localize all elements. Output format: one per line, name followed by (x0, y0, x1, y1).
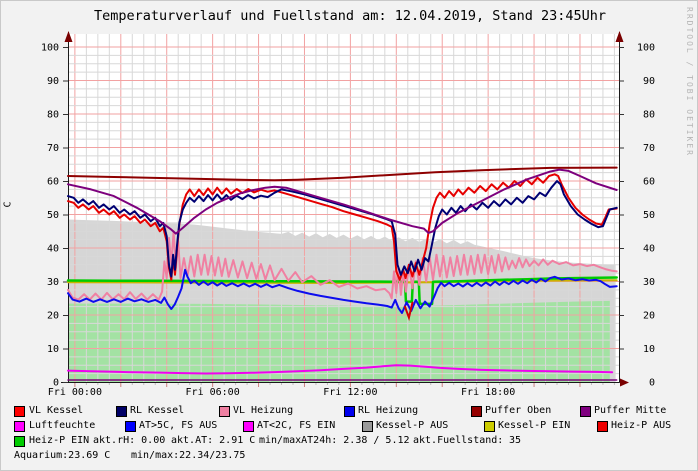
legend-label: AT<2C, FS EIN (257, 420, 336, 431)
legend-swatch (362, 421, 373, 432)
legend-swatch (14, 421, 25, 432)
y-tick-label-left: 20 (47, 311, 59, 322)
legend-row: Aquarium:23.69 C min/max:22.34/23.75 (1, 450, 697, 463)
series-vl-kessel (67, 173, 618, 281)
legend-swatch (597, 421, 608, 432)
legend-label: VL Kessel (29, 405, 84, 416)
y-tick-label-right: 70 (643, 143, 655, 154)
y-tick-label-left: 10 (47, 344, 59, 355)
y-tick-label-right: 100 (637, 43, 655, 54)
legend-label: VL Heizung (233, 405, 294, 416)
y-tick-label-left: 90 (47, 76, 59, 87)
arrow-top-right (615, 31, 624, 42)
legend-label: min/maxAT24h: 2.38 / 5.12 (259, 435, 410, 446)
legend-label: Puffer Mitte (594, 405, 667, 416)
legend-label: Puffer Oben (485, 405, 552, 416)
legend-label: min/max:22.34/23.75 (131, 450, 246, 461)
y-tick-label-left: 40 (47, 244, 59, 255)
legend-swatch (580, 406, 591, 417)
legend-swatch (219, 406, 230, 417)
legend-label: 35 (509, 435, 522, 446)
y-tick-label-right: 50 (643, 210, 655, 221)
series-at-aussentemperatur- (67, 364, 614, 375)
y-tick-label-left: 80 (47, 110, 59, 121)
legend-label: Kessel-P AUS (376, 420, 449, 431)
y-tick-label-right: 30 (643, 277, 655, 288)
y-tick-label-left: 60 (47, 177, 59, 188)
plot-area: 0 0 10 10 20 20 30 30 40 40 50 50 60 60 70 70 80 80 90 90 10… (41, 31, 655, 398)
legend-swatch (125, 421, 136, 432)
series-vl-heizung (67, 230, 618, 301)
y-tick-label-right: 20 (643, 311, 655, 322)
legend-row: VL Kessel RL Kessel VL Heizung RL Heizung Pu… (1, 405, 697, 418)
y-tick-label-left: 0 (53, 378, 59, 389)
legend-label: RL Heizung (358, 405, 419, 416)
y-tick-label-left: 50 (47, 210, 59, 221)
y-tick-label-right: 10 (643, 344, 655, 355)
legend-swatch (344, 406, 355, 417)
graph-title: Temperaturverlauf und Fuellstand am: 12.… (93, 8, 607, 24)
series-puffer-oben (67, 166, 618, 182)
y-tick-label-right: 40 (643, 244, 655, 255)
legend-label: akt.Fuellstand: (413, 435, 504, 446)
y-tick-label-right: 0 (649, 378, 655, 389)
x-tick-label: Fri 06:00 (186, 387, 240, 398)
series-kessel-p-ein (67, 279, 618, 284)
legend-label: Aquarium:23.69 C (14, 450, 111, 461)
legend-swatch (14, 436, 25, 447)
legend-label: Heiz-P EIN (29, 435, 90, 446)
x-tick-label: Fri 12:00 (323, 387, 377, 398)
y-tick-label-left: 70 (47, 143, 59, 154)
watermark: RRDTOOL / TOBI OETIKER (685, 7, 694, 157)
legend-label: akt.rH: 0.00 (93, 435, 166, 446)
series-rl-heizung (67, 268, 618, 314)
series-puffer-mitte (67, 168, 618, 235)
legend-label: RL Kessel (130, 405, 185, 416)
y-tick-label-right: 60 (643, 177, 655, 188)
y-tick-label-left: 100 (41, 43, 59, 54)
legend-label: Luftfeuchte (29, 420, 96, 431)
legend-label: Heiz-P AUS (611, 420, 672, 431)
x-tick-label: Fri 18:00 (461, 387, 515, 398)
y-tick-label-right: 90 (643, 76, 655, 87)
legend-swatch (14, 406, 25, 417)
legend-row: Luftfeuchte AT>5C, FS AUS AT<2C, FS EIN Kes… (1, 420, 697, 433)
legend-swatch (471, 406, 482, 417)
y-tick-label-left: 30 (47, 277, 59, 288)
legend-label: akt.AT: 2.91 C (171, 435, 256, 446)
arrow-x-end (620, 378, 629, 387)
legend-swatch (484, 421, 495, 432)
legend-swatch (116, 406, 127, 417)
legend-swatch (243, 421, 254, 432)
arrow-top-left (64, 31, 73, 42)
y-tick-label-right: 80 (643, 110, 655, 121)
x-tick-label: Fri 00:00 (48, 387, 102, 398)
event-marker (403, 301, 414, 322)
legend-label: AT>5C, FS AUS (139, 420, 218, 431)
legend-label: Kessel-P EIN (498, 420, 571, 431)
